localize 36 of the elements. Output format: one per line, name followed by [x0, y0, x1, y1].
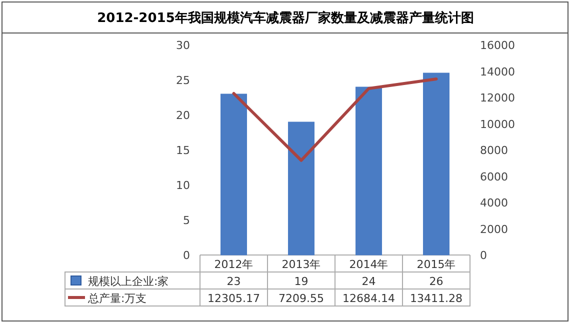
x-tick-label: 2015年 [416, 258, 456, 271]
data-label: 26 [429, 275, 444, 288]
y2-tick-label: 10000 [480, 118, 515, 131]
x-tick-label: 2012年 [214, 258, 254, 271]
bar [288, 122, 314, 256]
data-label: 13411.28 [410, 292, 462, 305]
y-tick-label: 20 [176, 109, 190, 122]
y-tick-label: 15 [176, 144, 190, 157]
y2-tick-label: 6000 [480, 170, 508, 184]
y2-tick-label: 2000 [480, 222, 508, 236]
line-series [232, 77, 438, 162]
bar [220, 94, 247, 256]
y2-tick-label: 12000 [480, 92, 515, 104]
y-tick-label: 5 [183, 214, 190, 227]
data-label: 19 [294, 275, 308, 288]
chart-title: 2012-2015年我国规模汽车减震器厂家数量及减震器产量统计图 [97, 10, 474, 26]
y-tick-label: 10 [176, 179, 190, 192]
data-label: 7209.55 [278, 292, 324, 305]
y2-tick-label: 4000 [480, 196, 508, 210]
y2-tick-label: 14000 [480, 65, 515, 78]
y2-tick-label: 8000 [480, 144, 508, 157]
y2-tick-label: 0 [480, 249, 487, 262]
data-label: 12305.17 [208, 292, 260, 305]
x-tick-label: 2014年 [349, 258, 388, 271]
y-tick-label: 30 [176, 39, 190, 52]
y-tick-label: 0 [183, 249, 190, 262]
data-label: 24 [362, 275, 376, 288]
y-tick-label: 25 [176, 74, 190, 87]
data-label: 12684.14 [342, 292, 395, 305]
legend-label: 总产量:万支 [87, 292, 147, 305]
bar [356, 86, 382, 256]
x-tick-label: 2013年 [282, 258, 321, 271]
data-label: 23 [226, 275, 241, 288]
legend-label: 规模以上企业:家 [88, 275, 169, 288]
bar [423, 72, 450, 256]
y2-tick-label: 16000 [480, 39, 515, 52]
